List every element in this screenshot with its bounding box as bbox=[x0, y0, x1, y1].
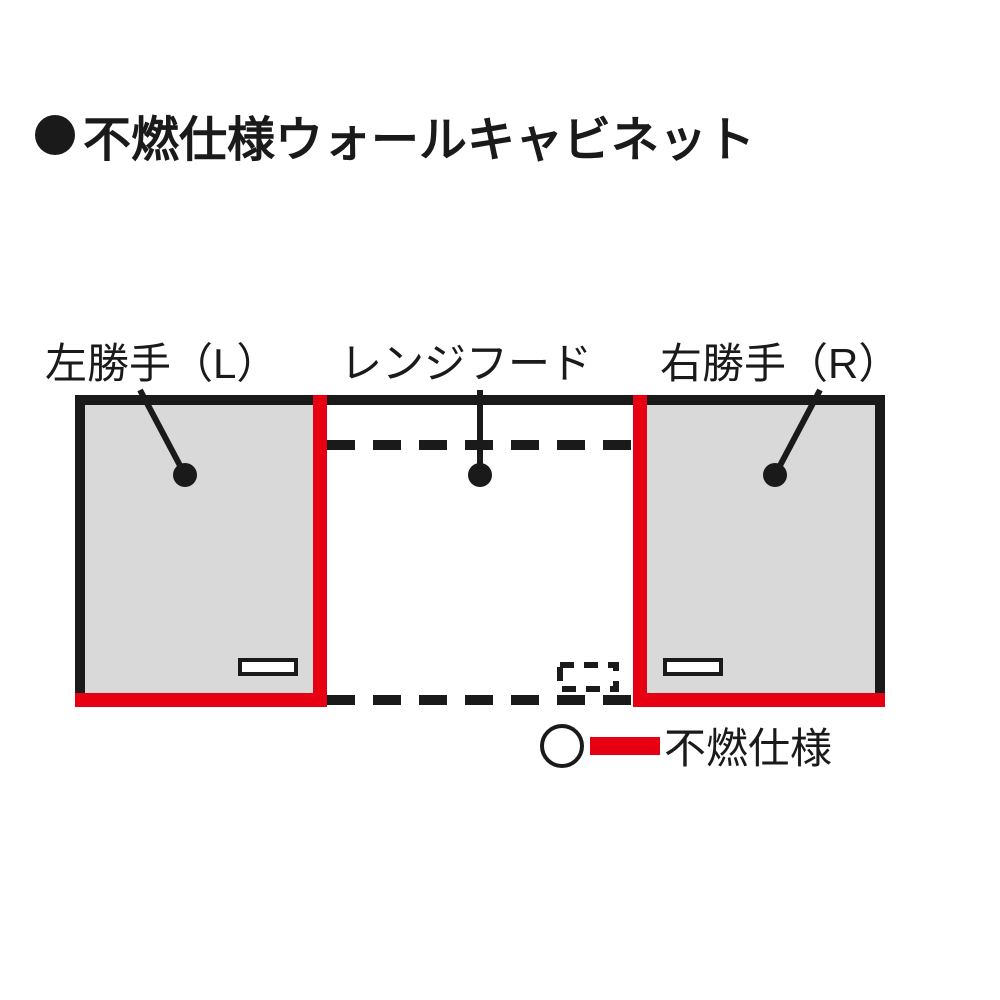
legend-bar-icon bbox=[590, 737, 660, 755]
legend-text: 不燃仕様 bbox=[664, 715, 832, 776]
cabinet-diagram bbox=[0, 0, 1000, 1000]
legend-circle-icon bbox=[540, 724, 584, 768]
legend: 不燃仕様 bbox=[540, 715, 832, 776]
